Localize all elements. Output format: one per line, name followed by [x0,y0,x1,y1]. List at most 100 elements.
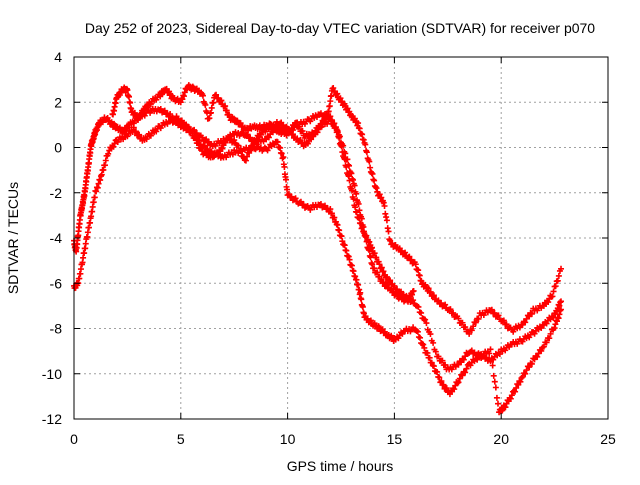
data-point [132,128,139,135]
x-tick-label: 0 [70,431,78,447]
data-point [351,115,358,122]
data-point [343,247,350,254]
data-point [328,210,335,217]
data-point [327,116,334,123]
data-point [284,186,291,193]
data-point [352,204,359,211]
data-point [456,375,463,382]
data-point [416,272,423,279]
data-point [443,385,450,392]
data-point [278,150,285,157]
data-point [391,282,398,289]
data-point [345,253,352,260]
x-tick-label: 20 [493,431,509,447]
data-point [435,353,442,360]
data-point [554,318,561,325]
data-point [425,285,432,292]
x-tick-label: 5 [177,431,185,447]
data-point [522,370,529,377]
data-point [348,262,355,269]
data-point [439,357,446,364]
data-point [369,261,376,268]
data-point [372,184,379,191]
data-point [459,372,466,379]
data-point [507,395,514,402]
data-point [231,137,238,144]
data-point [426,354,433,361]
data-point [247,134,254,141]
data-point [538,347,545,354]
x-tick-label: 15 [387,431,403,447]
series-4 [173,113,417,305]
y-tick-label: -4 [50,230,63,246]
data-point [558,265,565,272]
data-point [363,149,370,156]
data-point [373,254,380,261]
data-point [188,128,195,135]
data-point [557,307,564,314]
data-point [460,356,467,363]
data-point [177,99,184,106]
data-point [208,104,215,111]
data-point [280,154,287,161]
data-point [367,317,374,324]
data-point [344,156,351,163]
data-point [513,384,520,391]
data-point [237,120,244,127]
data-point [342,150,349,157]
data-point [540,343,547,350]
data-point [102,157,109,164]
data-point [292,195,299,202]
data-point [549,293,556,300]
data-point [432,348,439,355]
data-point [219,145,226,152]
data-point [222,103,229,110]
data-point [502,404,509,411]
series-1 [71,105,565,373]
data-point [366,158,373,165]
data-point [98,171,105,178]
data-point [281,163,288,170]
data-point [385,228,392,235]
data-point [355,120,362,127]
data-point [213,91,220,98]
data-point [362,234,369,241]
data-point [356,207,363,214]
data-point [210,99,217,106]
axis-ticks: 0 5 10 15 20 25 -12 -10 -8 -6 -4 -2 0 2 4 [42,49,616,447]
data-point [378,276,385,283]
data-point [207,109,214,116]
data-point [265,134,272,141]
data-point [362,141,369,148]
data-point [489,362,496,369]
data-point [500,317,507,324]
data-point [447,306,454,313]
data-point [350,268,357,275]
data-point [218,97,225,104]
data-point [428,359,435,366]
data-point [528,310,535,317]
data-point [380,279,387,286]
data-point [519,373,526,380]
data-point [97,177,104,184]
data-point [181,93,188,100]
data-point [346,162,353,169]
data-point [346,108,353,115]
data-point [139,109,146,116]
data-point [349,175,356,182]
data-point [359,303,366,310]
data-point [223,107,230,114]
data-point [487,346,494,353]
data-point [486,350,493,357]
data-point [383,214,390,221]
data-point [421,344,428,351]
x-axis-label: GPS time / hours [287,458,394,474]
data-point [405,298,412,305]
data-point [470,323,477,330]
data-point [105,150,112,157]
data-point [492,384,499,391]
data-point [199,92,206,99]
data-point [101,162,108,169]
data-point [350,176,357,183]
